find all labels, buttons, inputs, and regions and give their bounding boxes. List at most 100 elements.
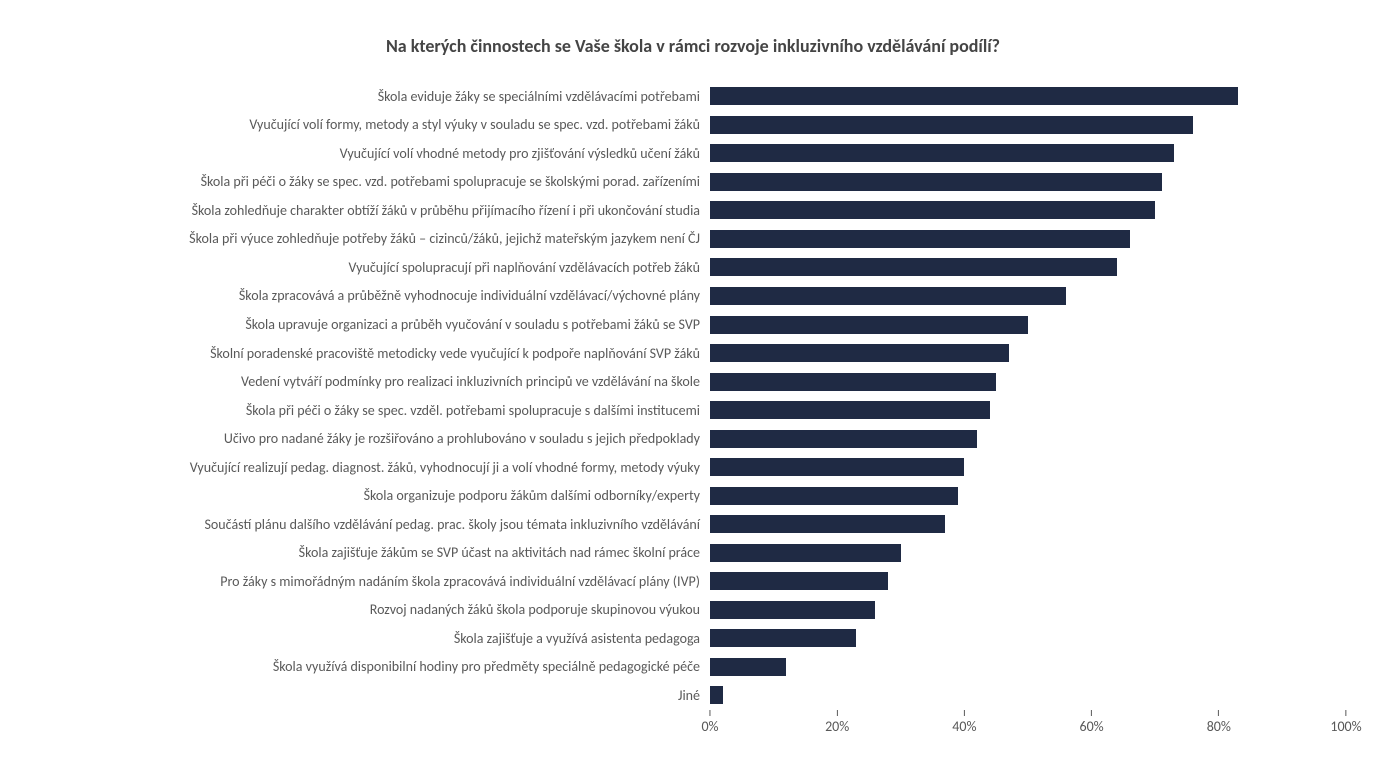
bar [710, 515, 945, 533]
category-label: Jiné [40, 687, 710, 704]
bar-row: Učivo pro nadané žáky je rozšiřováno a p… [40, 426, 1346, 452]
bar [710, 658, 786, 676]
bar-cell [710, 197, 1346, 223]
bar-row: Škola zajišťuje a využívá asistenta peda… [40, 625, 1346, 651]
bar [710, 401, 990, 419]
chart-title: Na kterých činnostech se Vaše škola v rá… [40, 35, 1346, 57]
bar-row: Vyučující realizují pedag. diagnost. žák… [40, 454, 1346, 480]
bar [710, 116, 1193, 134]
tick-label: 20% [825, 718, 849, 735]
bar-row: Škola zpracovává a průběžně vyhodnocuje … [40, 283, 1346, 309]
bar-row: Vedení vytváří podmínky pro realizaci in… [40, 369, 1346, 395]
category-label: Učivo pro nadané žáky je rozšiřováno a p… [40, 430, 710, 447]
category-label: Škola zajišťuje a využívá asistenta peda… [40, 630, 710, 647]
bar-cell [710, 682, 1346, 708]
bar [710, 287, 1066, 305]
bar-cell [710, 540, 1346, 566]
bar-row: Součástí plánu dalšího vzdělávání pedag.… [40, 511, 1346, 537]
bar-row: Vyučující spolupracují při naplňování vz… [40, 254, 1346, 280]
bar [710, 686, 723, 704]
bar-cell [710, 226, 1346, 252]
bar [710, 144, 1174, 162]
bar [710, 258, 1117, 276]
bar-cell [710, 397, 1346, 423]
bar [710, 430, 977, 448]
bar-rows: Škola eviduje žáky se speciálními vzdělá… [40, 82, 1346, 710]
bar-cell [710, 283, 1346, 309]
bar [710, 544, 901, 562]
bar-cell [710, 625, 1346, 651]
axis-ticks: 0%20%40%60%80%100% [710, 710, 1346, 740]
bar-row: Jiné [40, 682, 1346, 708]
bar [710, 601, 875, 619]
bar [710, 316, 1028, 334]
bar-row: Škola organizuje podporu žákům dalšími o… [40, 483, 1346, 509]
category-label: Škola při výuce zohledňuje potřeby žáků … [40, 230, 710, 247]
category-label: Rozvoj nadaných žáků škola podporuje sku… [40, 601, 710, 618]
x-axis: 0%20%40%60%80%100% [40, 710, 1346, 740]
bar [710, 373, 996, 391]
category-label: Vyučující realizují pedag. diagnost. žák… [40, 459, 710, 476]
axis-spacer [40, 710, 710, 740]
bar-row: Škola při péči o žáky se spec. vzděl. po… [40, 397, 1346, 423]
tick-label: 40% [952, 718, 976, 735]
bar [710, 87, 1238, 105]
chart-container: Na kterých činnostech se Vaše škola v rá… [0, 0, 1386, 770]
category-label: Škola zpracovává a průběžně vyhodnocuje … [40, 287, 710, 304]
bar-cell [710, 597, 1346, 623]
x-tick: 100% [1330, 710, 1361, 735]
bar-row: Škola zajišťuje žákům se SVP účast na ak… [40, 540, 1346, 566]
x-tick: 20% [825, 710, 849, 735]
category-label: Školní poradenské pracoviště metodicky v… [40, 345, 710, 362]
category-label: Škola upravuje organizaci a průběh vyučo… [40, 316, 710, 333]
bar-cell [710, 426, 1346, 452]
bar-cell [710, 654, 1346, 680]
bar-cell [710, 83, 1346, 109]
bar [710, 344, 1009, 362]
bar [710, 201, 1155, 219]
bar-row: Pro žáky s mimořádným nadáním škola zpra… [40, 568, 1346, 594]
bar-cell [710, 511, 1346, 537]
bar-cell [710, 340, 1346, 366]
bar [710, 487, 958, 505]
bar-cell [710, 568, 1346, 594]
tick-mark [1345, 710, 1346, 716]
category-label: Škola při péči o žáky se spec. vzd. potř… [40, 173, 710, 190]
x-tick: 40% [952, 710, 976, 735]
category-label: Škola zohledňuje charakter obtíží žáků v… [40, 202, 710, 219]
bar-row: Škola využívá disponibilní hodiny pro př… [40, 654, 1346, 680]
category-label: Škola využívá disponibilní hodiny pro př… [40, 658, 710, 675]
bar-cell [710, 369, 1346, 395]
x-tick: 0% [701, 710, 718, 735]
tick-mark [1218, 710, 1219, 716]
bar-cell [710, 140, 1346, 166]
tick-label: 60% [1079, 718, 1103, 735]
bar-cell [710, 254, 1346, 280]
tick-label: 100% [1330, 718, 1361, 735]
bar-row: Škola při péči o žáky se spec. vzd. potř… [40, 169, 1346, 195]
bar-row: Rozvoj nadaných žáků škola podporuje sku… [40, 597, 1346, 623]
category-label: Součástí plánu dalšího vzdělávání pedag.… [40, 516, 710, 533]
x-tick: 80% [1207, 710, 1231, 735]
x-tick: 60% [1079, 710, 1103, 735]
tick-mark [964, 710, 965, 716]
tick-label: 80% [1207, 718, 1231, 735]
category-label: Vyučující volí vhodné metody pro zjišťov… [40, 145, 710, 162]
bar-row: Škola zohledňuje charakter obtíží žáků v… [40, 197, 1346, 223]
bar-cell [710, 454, 1346, 480]
bar [710, 173, 1162, 191]
tick-mark [709, 710, 710, 716]
plot-area: Škola eviduje žáky se speciálními vzdělá… [40, 82, 1346, 740]
tick-mark [1091, 710, 1092, 716]
category-label: Škola organizuje podporu žákům dalšími o… [40, 487, 710, 504]
bar-row: Vyučující volí formy, metody a styl výuk… [40, 112, 1346, 138]
bar-cell [710, 483, 1346, 509]
category-label: Škola při péči o žáky se spec. vzděl. po… [40, 402, 710, 419]
bar-cell [710, 112, 1346, 138]
bar [710, 230, 1130, 248]
bar-row: Škola eviduje žáky se speciálními vzdělá… [40, 83, 1346, 109]
category-label: Škola eviduje žáky se speciálními vzdělá… [40, 88, 710, 105]
bar-cell [710, 169, 1346, 195]
category-label: Vyučující volí formy, metody a styl výuk… [40, 116, 710, 133]
category-label: Vedení vytváří podmínky pro realizaci in… [40, 373, 710, 390]
